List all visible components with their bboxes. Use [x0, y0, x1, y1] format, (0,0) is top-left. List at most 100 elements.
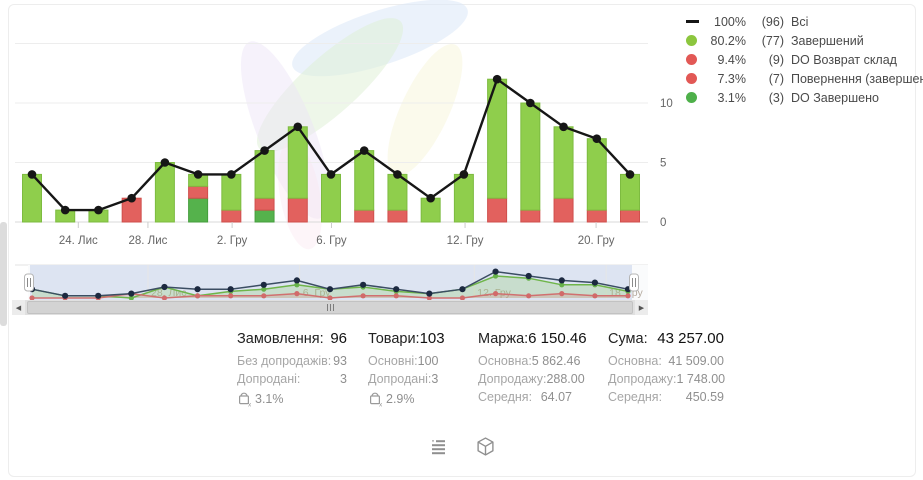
orders-status-chart[interactable]: 0 5 10 24. Лис 28. Лис 2. Гру 6. Гру 12. Гру 20.…	[0, 0, 680, 252]
bar-segment[interactable]	[553, 197, 574, 223]
summary-stats: Замовлення: 96 Без допродажів: 93 Допродані:…	[0, 330, 923, 422]
y-axis-label: 10	[660, 98, 673, 110]
bar-segment[interactable]	[188, 197, 209, 223]
stat-header: Маржа: 6 150.46	[478, 330, 587, 354]
stat-title: Сума:	[608, 331, 648, 347]
navigator-point	[128, 290, 135, 297]
stat-column: Товари: 103 Основні: 100 Допродані: 3 x 2.9%	[368, 330, 445, 408]
series-dot-icon	[686, 73, 704, 84]
legend-item[interactable]: 3.1% (3) DO Завершено	[686, 88, 923, 107]
line-point[interactable]	[625, 170, 635, 179]
line-point[interactable]	[127, 193, 136, 203]
line-point[interactable]	[459, 170, 469, 179]
line-point[interactable]	[160, 158, 170, 167]
scroll-right-arrow-icon[interactable]: ▶	[635, 300, 648, 315]
line-point[interactable]	[227, 170, 236, 179]
stat-value: 103	[419, 330, 445, 347]
bar-segment[interactable]	[287, 197, 308, 223]
line-point[interactable]	[559, 122, 568, 132]
scroll-left-arrow-icon[interactable]: ◀	[12, 300, 25, 315]
legend-percent: 80.2%	[710, 33, 746, 48]
package-cube-icon[interactable]	[475, 435, 497, 457]
bar-segment[interactable]	[221, 173, 242, 211]
line-point[interactable]	[359, 146, 369, 155]
navigator-point	[492, 268, 499, 275]
bar-segment[interactable]	[354, 209, 375, 223]
bar-segment[interactable]	[254, 150, 275, 199]
line-point[interactable]	[393, 170, 402, 179]
bar-segment[interactable]	[387, 209, 408, 223]
bar-segment[interactable]	[453, 173, 474, 223]
upsell-rate-value: 2.9%	[386, 392, 415, 406]
line-point[interactable]	[492, 74, 502, 84]
bar-segment[interactable]	[321, 173, 341, 223]
line-point[interactable]	[193, 170, 203, 179]
bar-segment[interactable]	[221, 209, 242, 223]
navigator-point	[426, 290, 433, 297]
x-axis-label: 24. Лис	[59, 235, 98, 247]
legend-label: DO Возврат склад	[791, 52, 897, 67]
line-point[interactable]	[293, 122, 303, 132]
bar-segment[interactable]	[620, 173, 640, 211]
legend-item[interactable]: 80.2% (77) Завершений	[686, 31, 923, 50]
bar-segment[interactable]	[620, 209, 640, 223]
bar-segment[interactable]	[487, 197, 508, 223]
horizontal-scrollbar[interactable]: ◀ ▶	[12, 300, 648, 315]
bar-segment[interactable]	[586, 138, 607, 211]
footer-toolbar	[0, 435, 923, 457]
line-point[interactable]	[94, 205, 103, 215]
bar-segment[interactable]	[354, 150, 375, 211]
bar-segment[interactable]	[154, 162, 175, 223]
stat-sublabel: Допродажу:	[478, 372, 547, 386]
navigator-point	[260, 281, 267, 288]
legend-percent: 7.3%	[717, 71, 747, 86]
line-point[interactable]	[60, 205, 70, 215]
stat-subrow: Основна: 5 862.46	[478, 354, 580, 372]
bar-segment[interactable]	[586, 209, 607, 223]
bar-segment[interactable]	[188, 185, 209, 199]
navigator-point	[161, 295, 168, 301]
stat-subvalue: 288.00	[546, 372, 585, 386]
upsell-rate: x 3.1%	[237, 390, 347, 408]
legend-label: DO Завершено	[791, 90, 879, 105]
stats-list-icon[interactable]	[427, 435, 449, 457]
stat-subrow: Основна: 41 509.00	[608, 354, 724, 372]
stat-header: Замовлення: 96	[237, 330, 347, 354]
navigator-point	[294, 291, 300, 297]
bar-segment[interactable]	[254, 197, 275, 211]
bar-segment[interactable]	[553, 126, 574, 199]
line-point[interactable]	[260, 146, 269, 155]
stat-value: 96	[330, 330, 347, 347]
upsell-rate: x 2.9%	[368, 390, 438, 408]
navigator-point	[459, 286, 466, 293]
svg-text:x: x	[379, 402, 382, 408]
bar-segment[interactable]	[520, 102, 541, 211]
line-point[interactable]	[27, 170, 37, 179]
line-point[interactable]	[526, 98, 535, 108]
line-point[interactable]	[326, 170, 336, 179]
navigator-point	[526, 293, 532, 299]
line-point[interactable]	[426, 193, 435, 203]
scrollbar-thumb[interactable]	[27, 301, 633, 314]
vertical-scrollbar[interactable]	[0, 222, 7, 326]
bar-segment[interactable]	[254, 209, 275, 223]
bar-segment[interactable]	[520, 209, 541, 223]
navigator-point	[326, 286, 334, 293]
stat-sublabel: Допродані:	[368, 372, 432, 386]
stat-subrow: Без допродажів: 93	[237, 354, 347, 372]
line-point[interactable]	[592, 134, 602, 143]
legend-item[interactable]: 7.3% (7) Повернення (завершений)	[686, 69, 923, 88]
navigator-point	[29, 295, 35, 301]
navigator-handle[interactable]	[24, 273, 34, 292]
dashboard-card	[8, 4, 916, 477]
stat-subvalue: 93	[333, 354, 347, 368]
legend-item[interactable]: 9.4% (9) DO Возврат склад	[686, 50, 923, 69]
chart-navigator[interactable]: 28. Лис 6. Гру 12. Гру 18. Гру	[0, 258, 680, 306]
scrollbar-track[interactable]	[25, 300, 635, 315]
navigator-handle[interactable]	[629, 273, 639, 292]
x-axis-label: 12. Гру	[447, 235, 484, 247]
legend-item[interactable]: 100% (96) Всі	[686, 12, 923, 31]
stat-sublabel: Основні:	[368, 354, 418, 368]
navigator-point	[327, 295, 333, 301]
stat-subrow: Допродажу: 288.00	[478, 372, 585, 390]
